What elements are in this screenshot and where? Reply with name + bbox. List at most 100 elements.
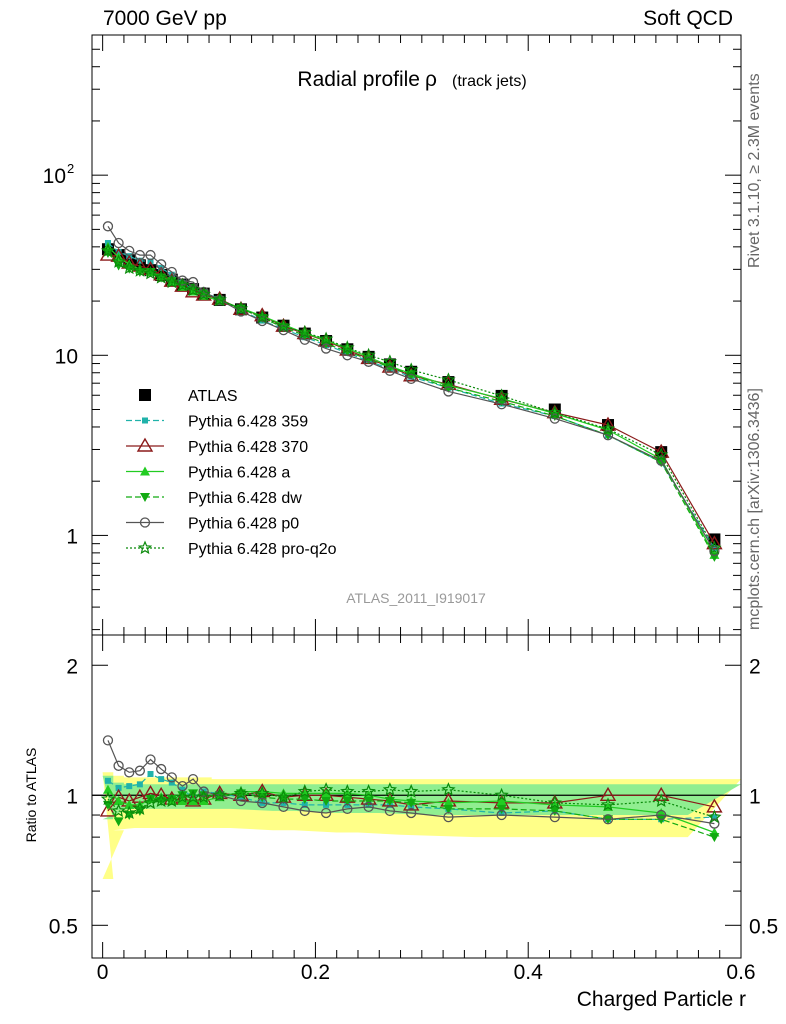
ratio-point-pp0	[257, 797, 268, 809]
ratio-y-tick-label-right: 0.5	[749, 915, 778, 938]
legend-label-p359: Pythia 6.428 359	[188, 414, 308, 431]
ratio-point-pp0	[113, 760, 124, 771]
ratio-point-p359	[168, 779, 175, 786]
ratio-point-pa	[496, 795, 507, 805]
ratio-point-pp0	[198, 786, 209, 797]
ratio-point-pdw	[406, 798, 417, 808]
data-point-pq2o	[164, 274, 179, 289]
data-point-pp0	[406, 373, 417, 384]
data-point-pp0	[320, 343, 332, 354]
data-point-pdw	[443, 383, 454, 393]
data-point-pp0	[656, 455, 667, 466]
data-point-p359	[115, 248, 122, 255]
beam-label: 7000 GeV pp	[103, 7, 227, 30]
ratio-line-pq2o	[107, 789, 715, 818]
ratio-point-pp0	[384, 805, 396, 817]
data-point-pq2o	[132, 263, 148, 277]
ratio-point-p359	[711, 814, 718, 821]
data-point-pdw	[278, 323, 289, 333]
ratio-point-pq2o	[233, 785, 249, 800]
ratio-line-pdw	[107, 792, 715, 838]
data-point-pq2o	[441, 372, 456, 387]
ratio-point-pp0	[166, 772, 177, 783]
data-point-pq2o	[153, 270, 169, 284]
legend-marker-pa	[140, 466, 150, 476]
data-point-pq2o	[276, 318, 291, 333]
ratio-point-pp0	[102, 735, 114, 746]
ratio-point-p359	[115, 784, 122, 791]
data-point-pp0	[124, 245, 135, 257]
data-point-pq2o	[254, 309, 270, 324]
x-tick-label: 0.6	[726, 961, 755, 984]
ratio-line-pp0	[107, 740, 715, 825]
ratio-line-p359	[107, 773, 715, 820]
analysis-watermark: ATLAS_2011_I919017	[346, 590, 486, 606]
data-point-pq2o	[233, 301, 249, 315]
legend-marker-pdw	[140, 493, 150, 502]
ratio-point-pdw	[363, 796, 374, 806]
data-point-pp0	[384, 365, 396, 376]
data-point-pq2o	[707, 540, 722, 555]
ratio-point-p359	[301, 801, 308, 808]
ratio-point-pdw	[145, 795, 156, 805]
series-line-pdw	[107, 252, 715, 558]
data-point-pq2o	[297, 324, 312, 339]
ratio-y-tick-label-left: 0.5	[49, 915, 78, 938]
data-point-pdw	[257, 314, 268, 324]
ratio-point-p370	[99, 802, 117, 817]
ratio-point-pp0	[278, 801, 289, 813]
ratio-point-pp0	[549, 811, 560, 823]
ratio-point-pq2o	[276, 789, 291, 804]
chart-title-suffix: (track jets)	[452, 73, 527, 90]
ratio-point-pa	[443, 797, 454, 807]
ratio-point-pp0	[656, 809, 667, 821]
ratio-point-pp0	[342, 803, 353, 815]
ratio-point-pq2o	[132, 801, 148, 815]
x-tick-label: 0.2	[301, 961, 330, 984]
legend-marker-pq2o	[137, 540, 153, 555]
ratio-point-pq2o	[196, 789, 211, 804]
data-point-pq2o	[404, 362, 419, 376]
ratio-point-p359	[136, 781, 143, 788]
ratio-point-pdw	[299, 795, 310, 805]
legend-label-pa: Pythia 6.428 a	[188, 465, 290, 482]
ratio-y-tick-label-left: 1	[66, 785, 78, 808]
ratio-point-pp0	[187, 773, 199, 785]
ratio-point-pdw	[443, 804, 454, 814]
data-point-pq2o	[547, 405, 562, 419]
chart-title: Radial profile	[297, 68, 420, 91]
legend-label-pq2o: Pythia 6.428 pro-q2o	[188, 541, 337, 558]
series-pq2o	[100, 243, 722, 555]
ratio-point-pdw	[384, 796, 395, 806]
y-tick-label: 10	[55, 345, 78, 368]
ratio-point-pq2o	[254, 785, 270, 800]
series-line-pq2o	[107, 250, 715, 549]
data-point-pq2o	[654, 447, 669, 461]
data-point-pp0	[496, 399, 507, 410]
ratio-point-pdw	[709, 833, 720, 843]
ratio-point-pq2o	[111, 803, 126, 818]
ratio-point-pq2o	[340, 784, 355, 798]
data-point-pq2o	[175, 277, 190, 292]
series-line-pp0	[107, 225, 715, 552]
ratio-line-p370	[107, 790, 715, 812]
data-point-pp0	[134, 249, 146, 261]
y-axis-label-ratio: Ratio to ATLAS	[23, 748, 39, 843]
ratio-point-pdw	[549, 806, 560, 816]
data-point-pp0	[235, 306, 247, 317]
data-point-pq2o	[600, 421, 616, 436]
ratio-point-pq2o	[494, 787, 509, 802]
data-point-pq2o	[196, 286, 211, 301]
x-axis-label: Charged Particle r	[577, 988, 746, 1011]
category-label: Soft QCD	[643, 7, 733, 30]
x-tick-label: 0.4	[514, 961, 544, 984]
ratio-point-pp0	[124, 767, 135, 778]
data-point-pp0	[102, 221, 114, 232]
ratio-point-pq2o	[361, 784, 376, 798]
ratio-point-p359	[126, 783, 133, 790]
ratio-point-pq2o	[707, 809, 722, 824]
ratio-y-tick-label-right: 2	[749, 655, 761, 678]
